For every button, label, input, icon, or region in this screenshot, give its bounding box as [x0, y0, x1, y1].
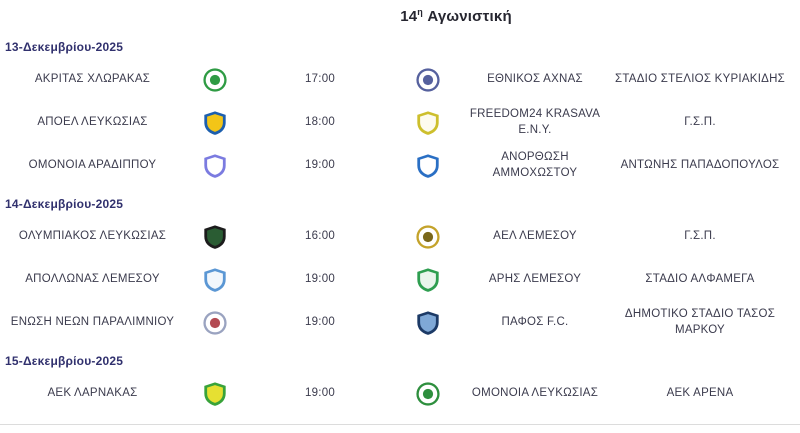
- away-team-logo: [395, 224, 460, 250]
- freedom24-krasava-eny-crest-icon: [416, 110, 439, 135]
- away-team-logo: [395, 67, 460, 93]
- apollonas-lemesou-crest-icon: [204, 267, 226, 292]
- kickoff-time: 19:00: [304, 272, 336, 285]
- home-team-name: ΕΝΩΣΗ ΝΕΩΝ ΠΑΡΑΛΙΜΝΙΟΥ: [10, 315, 175, 328]
- away-team-logo: [395, 310, 460, 336]
- match-row: ΑΕΚ ΛΑΡΝΑΚΑΣ 19:00 ΟΜΟΝΟΙΑ ΛΕΥΚΩΣΙΑΣ ΑΕΚ…: [0, 372, 800, 415]
- kickoff-time: 17:00: [304, 72, 336, 85]
- home-team-logo: [185, 267, 245, 293]
- date-header: 15-Δεκεμβρίου-2025: [5, 354, 124, 368]
- home-team-name: ΑΕΚ ΛΑΡΝΑΚΑΣ: [47, 386, 138, 399]
- venue-name: ΣΤΑΔΙΟ ΣΤΕΛΙΟΣ ΚΥΡΙΑΚΙΔΗΣ: [615, 72, 785, 85]
- match-row: ΕΝΩΣΗ ΝΕΩΝ ΠΑΡΑΛΙΜΝΙΟΥ 19:00 ΠΑΦΟΣ F.C. …: [0, 301, 800, 344]
- home-team-logo: [185, 381, 245, 407]
- matchday-title-text: 14η Αγωνιστική: [400, 7, 512, 25]
- kickoff-time: 16:00: [304, 229, 336, 242]
- omonoia-lefkosias-crest-icon: [415, 381, 440, 406]
- home-team-name: ΟΛΥΜΠΙΑΚΟΣ ΛΕΥΚΩΣΙΑΣ: [18, 229, 167, 242]
- ethnikos-achna-crest-icon: [415, 67, 440, 92]
- away-team-name: ΕΘΝΙΚΟΣ ΑΧΝΑΣ: [487, 72, 583, 85]
- away-team-name: ΑΡΗΣ ΛΕΜΕΣΟΥ: [488, 272, 582, 285]
- venue-name: ΑΕΚ ΑΡΕΝΑ: [666, 386, 734, 399]
- kickoff-time: 19:00: [304, 158, 336, 171]
- enosi-neon-paralimniou-crest-icon: [203, 310, 227, 335]
- away-team-name: FREEDOM24 KRASAVA E.N.Y.: [469, 107, 601, 136]
- venue-name: ΣΤΑΔΙΟ ΑΛΦΑΜΕΓΑ: [645, 272, 755, 285]
- match-row: ΑΠΟΕΛ ΛΕΥΚΩΣΙΑΣ 18:00 FREEDOM24 KRASAVA …: [0, 101, 800, 144]
- home-team-logo: [185, 224, 245, 250]
- apoel-lefkosias-crest-icon: [204, 110, 226, 135]
- away-team-logo: [395, 110, 460, 136]
- home-team-name: ΑΠΟΕΛ ΛΕΥΚΩΣΙΑΣ: [37, 115, 148, 128]
- match-row: ΟΛΥΜΠΙΑΚΟΣ ΛΕΥΚΩΣΙΑΣ 16:00 ΑΕΛ ΛΕΜΕΣΟΥ Γ…: [0, 215, 800, 258]
- away-team-logo: [395, 153, 460, 179]
- venue-name: ΔΗΜΟΤΙΚΟ ΣΤΑΔΙΟ ΤΑΣΟΣ ΜΑΡΚΟΥ: [624, 307, 776, 336]
- away-team-logo: [395, 267, 460, 293]
- away-team-name: ΑΕΛ ΛΕΜΕΣΟΥ: [493, 229, 577, 242]
- kickoff-time: 19:00: [304, 315, 336, 328]
- away-team-name: ΟΜΟΝΟΙΑ ΛΕΥΚΩΣΙΑΣ: [471, 386, 599, 399]
- omonoia-aradippou-crest-icon: [204, 153, 226, 178]
- home-team-name: ΑΠΟΛΛΩΝΑΣ ΛΕΜΕΣΟΥ: [25, 272, 160, 285]
- aek-larnakas-crest-icon: [204, 381, 226, 406]
- match-row: ΟΜΟΝΟΙΑ ΑΡΑΔΙΠΠΟΥ 19:00 ΑΝΟΡΘΩΣΗ ΑΜΜΟΧΩΣ…: [0, 144, 800, 187]
- ael-lemesou-crest-icon: [415, 224, 440, 249]
- bottom-divider: [0, 424, 800, 425]
- olympiakos-lefkosias-crest-icon: [204, 224, 226, 249]
- aris-lemesou-crest-icon: [416, 267, 439, 292]
- kickoff-time: 18:00: [304, 115, 336, 128]
- date-header: 14-Δεκεμβρίου-2025: [5, 197, 124, 211]
- date-header: 13-Δεκεμβρίου-2025: [5, 40, 124, 54]
- home-team-logo: [185, 110, 245, 136]
- away-team-name: ΑΝΟΡΘΩΣΗ ΑΜΜΟΧΩΣΤΟΥ: [492, 150, 578, 179]
- pafos-fc-crest-icon: [416, 310, 439, 335]
- home-team-logo: [185, 310, 245, 336]
- venue-name: Γ.Σ.Π.: [684, 229, 716, 242]
- venue-name: ΑΝΤΩΝΗΣ ΠΑΠΑΔΟΠΟΥΛΟΣ: [620, 158, 780, 171]
- match-row: ΑΠΟΛΛΩΝΑΣ ΛΕΜΕΣΟΥ 19:00 ΑΡΗΣ ΛΕΜΕΣΟΥ ΣΤΑ…: [0, 258, 800, 301]
- home-team-name: ΑΚΡΙΤΑΣ ΧΛΩΡΑΚΑΣ: [34, 72, 151, 85]
- home-team-logo: [185, 67, 245, 93]
- anorthosis-ammochostou-crest-icon: [416, 153, 439, 178]
- home-team-logo: [185, 153, 245, 179]
- akritas-chlorakas-crest-icon: [203, 67, 227, 92]
- matchday-title: 14η Αγωνιστική: [0, 0, 800, 30]
- venue-name: Γ.Σ.Π.: [684, 115, 716, 128]
- match-row: ΑΚΡΙΤΑΣ ΧΛΩΡΑΚΑΣ 17:00 ΕΘΝΙΚΟΣ ΑΧΝΑΣ ΣΤΑ…: [0, 58, 800, 101]
- away-team-name: ΠΑΦΟΣ F.C.: [501, 315, 569, 328]
- home-team-name: ΟΜΟΝΟΙΑ ΑΡΑΔΙΠΠΟΥ: [28, 158, 157, 171]
- kickoff-time: 19:00: [304, 386, 336, 399]
- away-team-logo: [395, 381, 460, 407]
